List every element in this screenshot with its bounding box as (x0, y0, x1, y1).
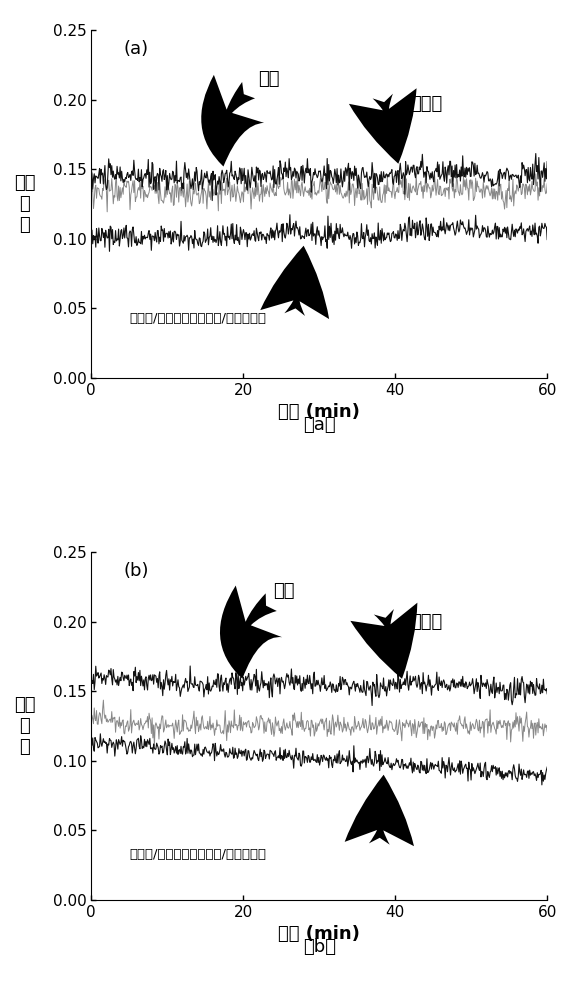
Text: 碳微球/聚甲基丙烯酸甲酯/聚乙烯亚胺: 碳微球/聚甲基丙烯酸甲酯/聚乙烯亚胺 (129, 848, 266, 861)
Text: (b): (b) (123, 562, 149, 580)
Y-axis label: 摩擦
系
数: 摩擦 系 数 (14, 174, 35, 234)
Text: 碳微球: 碳微球 (410, 95, 443, 113)
X-axis label: 时间 (min): 时间 (min) (278, 925, 360, 943)
Text: 原油: 原油 (274, 582, 295, 600)
Y-axis label: 摩擦
系
数: 摩擦 系 数 (14, 696, 35, 756)
Text: 碳微球: 碳微球 (410, 613, 443, 631)
Text: (a): (a) (123, 40, 148, 58)
Text: （b）: （b） (303, 938, 336, 956)
Text: 原油: 原油 (258, 70, 280, 88)
Text: 碳微球/聚甲基丙烯酸甲酯/聚乙烯亚胺: 碳微球/聚甲基丙烯酸甲酯/聚乙烯亚胺 (129, 312, 266, 325)
Text: （a）: （a） (303, 416, 336, 434)
X-axis label: 时间 (min): 时间 (min) (278, 403, 360, 421)
